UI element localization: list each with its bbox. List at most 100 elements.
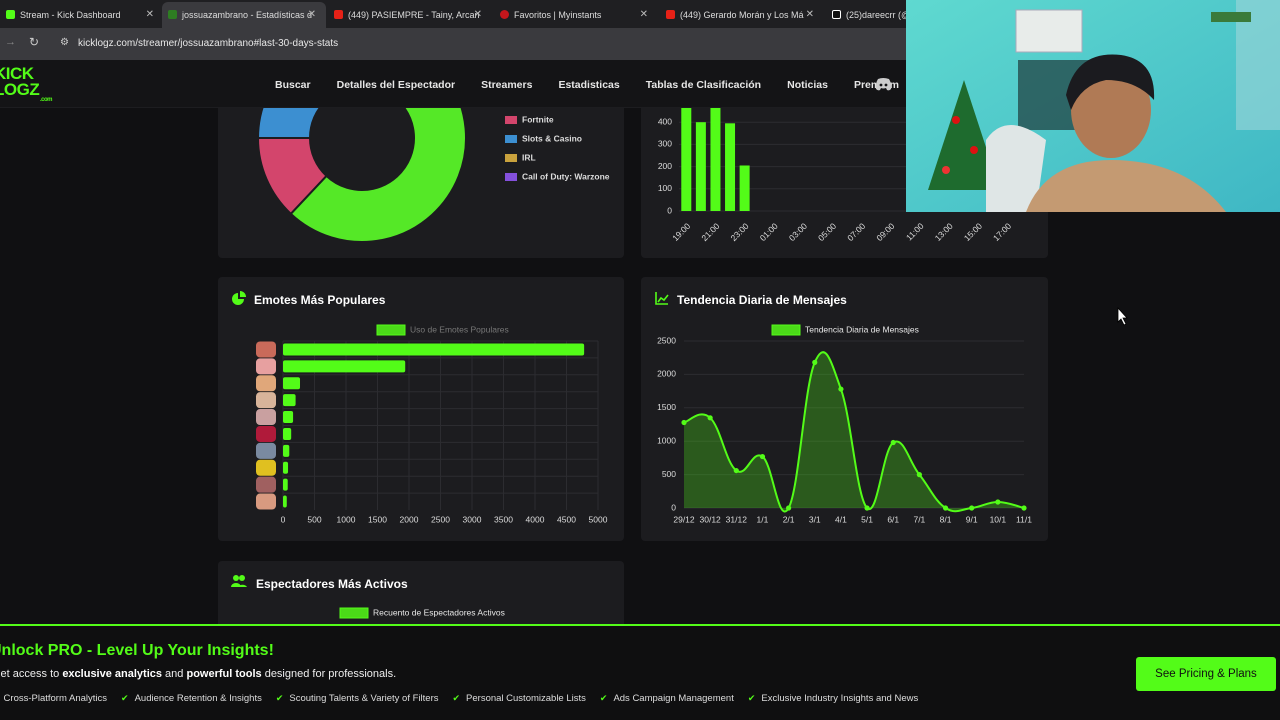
x-tick-label: 5000 bbox=[589, 514, 608, 524]
x-tick-label: 0 bbox=[281, 514, 286, 524]
tab-close[interactable]: ✕ bbox=[805, 9, 814, 20]
x-tick-label: 3/1 bbox=[809, 514, 821, 524]
promo-description: Get access to exclusive analytics and po… bbox=[0, 668, 396, 680]
feature: Cross-Platform Analytics bbox=[0, 693, 107, 704]
y-tick-label: 200 bbox=[658, 161, 672, 171]
feature: Ads Campaign Management bbox=[600, 693, 733, 704]
legend-swatch bbox=[505, 154, 517, 162]
tab[interactable]: Favoritos | Myinstants ✕ bbox=[494, 2, 658, 28]
promo-banner: Unlock PRO - Level Up Your Insights! Get… bbox=[0, 624, 1280, 720]
x-tick-label: 1000 bbox=[337, 514, 356, 524]
x-tick-label: 6/1 bbox=[887, 514, 899, 524]
line bbox=[683, 351, 1025, 513]
point bbox=[995, 499, 1001, 505]
tab-close[interactable]: ✕ bbox=[307, 9, 316, 20]
tab-title: (25)dareecrr (@ bbox=[846, 10, 911, 20]
y-tick-label: 300 bbox=[658, 139, 672, 149]
x-tick-label: 3000 bbox=[463, 514, 482, 524]
bar bbox=[283, 377, 301, 390]
bar bbox=[681, 104, 692, 211]
feature-list: Cross-Platform Analytics Audience Retent… bbox=[0, 693, 919, 704]
feature: Exclusive Industry Insights and News bbox=[748, 693, 918, 704]
pricing-button[interactable]: See Pricing & Plans bbox=[1136, 657, 1276, 691]
bar bbox=[739, 165, 750, 211]
emote-icon bbox=[256, 375, 276, 392]
nav-link[interactable]: Tablas de Clasificación bbox=[645, 79, 762, 91]
x-tick-label: 500 bbox=[307, 514, 321, 524]
panel-icon bbox=[231, 291, 669, 587]
emote-icon bbox=[256, 392, 276, 409]
logo[interactable]: KICK LOGZ .com bbox=[0, 65, 53, 103]
nav-link[interactable]: Estadisticas bbox=[558, 79, 620, 91]
nav-link[interactable]: Buscar bbox=[275, 79, 311, 91]
tab-close[interactable]: ✕ bbox=[639, 9, 648, 20]
bar bbox=[283, 461, 289, 474]
x-tick-label: 4/1 bbox=[835, 514, 847, 524]
tab-title: jossuazambrano - Estadísticas d bbox=[182, 10, 313, 20]
feature: Audience Retention & Insights bbox=[121, 693, 262, 704]
url[interactable]: kicklogz.com/streamer/jossuazambrano#las… bbox=[78, 38, 339, 49]
x-tick-label: 3500 bbox=[494, 514, 513, 524]
point bbox=[969, 505, 975, 511]
tab[interactable]: (25)dareecrr (@ bbox=[826, 2, 990, 28]
nav-link[interactable]: Detalles del Espectador bbox=[336, 79, 456, 91]
bar bbox=[283, 478, 288, 491]
bar bbox=[283, 394, 296, 407]
tab-title: (449) Gerardo Morán y Los Má bbox=[680, 10, 804, 20]
favicon bbox=[334, 10, 343, 19]
emote-icon bbox=[256, 425, 276, 442]
x-tick-label: 4000 bbox=[526, 514, 545, 524]
legend-swatch bbox=[376, 324, 406, 336]
y-tick-label: 0 bbox=[671, 502, 676, 512]
tab-title: Stream - Kick Dashboard bbox=[20, 10, 121, 20]
mouse-cursor bbox=[1117, 306, 1128, 326]
panel-title: Tendencia Diaria de Mensajes bbox=[677, 293, 847, 307]
x-tick-label: 1500 bbox=[368, 514, 387, 524]
legend-label: Recuento de Espectadores Activos bbox=[373, 607, 505, 617]
bar bbox=[283, 411, 294, 424]
point bbox=[759, 453, 766, 460]
point bbox=[786, 505, 792, 511]
y-tick-label: 1000 bbox=[657, 435, 676, 445]
y-tick-label: 2500 bbox=[657, 335, 676, 345]
reload-button[interactable]: ↻ bbox=[29, 35, 40, 49]
point bbox=[812, 359, 818, 365]
nav-link[interactable]: Streamers bbox=[481, 79, 533, 91]
point bbox=[942, 505, 949, 511]
legend-label: Call of Duty: Warzone bbox=[522, 171, 610, 181]
panel bbox=[218, 561, 624, 641]
emote-icon bbox=[256, 358, 276, 375]
discord-icon[interactable] bbox=[875, 78, 892, 91]
bar bbox=[283, 427, 292, 440]
tab[interactable]: jossuazambrano - Estadísticas d ✕ bbox=[162, 2, 326, 28]
bar bbox=[283, 444, 290, 457]
tab-close[interactable]: ✕ bbox=[145, 9, 154, 20]
tab[interactable]: (449) PASIEMPRE - Tainy, Arcan ✕ bbox=[328, 2, 492, 28]
point bbox=[1021, 505, 1027, 511]
legend-swatch bbox=[339, 607, 369, 619]
feature: Scouting Talents & Variety of Filters bbox=[276, 693, 438, 704]
forward-button[interactable]: → bbox=[5, 36, 16, 48]
legend-label: Fortnite bbox=[522, 114, 554, 124]
tab[interactable]: Stream - Kick Dashboard ✕ bbox=[0, 2, 164, 28]
y-tick-label: 400 bbox=[658, 116, 672, 126]
panel-title: Espectadores Más Activos bbox=[256, 577, 408, 591]
site-info[interactable]: ⚙ bbox=[60, 37, 69, 48]
legend-swatch bbox=[505, 116, 517, 124]
point bbox=[733, 467, 739, 474]
nav-items: Buscar Detalles del Espectador Streamers… bbox=[275, 79, 899, 91]
bar bbox=[695, 122, 706, 211]
x-tick-label: 10/1 bbox=[990, 514, 1007, 524]
nav-link[interactable]: Noticias bbox=[787, 79, 828, 91]
emote-icon bbox=[256, 493, 276, 510]
bar bbox=[725, 123, 736, 211]
y-tick-label: 2000 bbox=[657, 369, 676, 379]
x-tick-label: 2500 bbox=[431, 514, 450, 524]
panel-title: Emotes Más Populares bbox=[254, 293, 386, 307]
tab-close[interactable]: ✕ bbox=[473, 9, 482, 20]
emote-icon bbox=[256, 442, 276, 459]
x-tick-label: 9/1 bbox=[966, 514, 978, 524]
tab[interactable]: (449) Gerardo Morán y Los Má ✕ bbox=[660, 2, 824, 28]
text: and bbox=[162, 668, 187, 680]
legend-swatch bbox=[505, 173, 517, 181]
